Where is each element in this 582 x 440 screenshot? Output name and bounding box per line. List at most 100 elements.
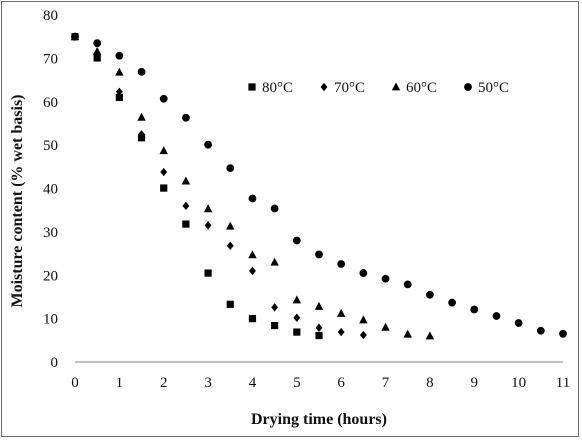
data-point-diamond: [115, 87, 123, 96]
data-point-circle: [536, 326, 545, 335]
x-tick-label: 0: [71, 375, 79, 391]
x-tick-label: 8: [426, 375, 434, 391]
data-point-circle: [137, 67, 146, 76]
series-circle: [71, 32, 567, 338]
data-point-triangle: [92, 46, 102, 55]
x-tick-label: 2: [160, 375, 168, 391]
data-point-circle: [470, 305, 479, 314]
data-point-circle: [226, 164, 235, 173]
data-points: [70, 32, 567, 340]
data-point-diamond: [359, 330, 367, 340]
data-point-diamond: [337, 327, 345, 337]
data-point-circle: [115, 51, 124, 60]
data-point-circle: [492, 312, 501, 320]
x-tick-label: 11: [556, 375, 570, 391]
data-point-diamond: [271, 303, 279, 312]
x-tick-labels: 0 1 2 3 4 5 6 7 8 9 10 11: [71, 375, 570, 391]
x-axis-title: Drying time (hours): [251, 411, 387, 428]
data-point-triangle: [381, 322, 390, 331]
data-point-circle: [359, 269, 368, 277]
data-point-triangle: [403, 329, 412, 338]
data-point-diamond: [182, 201, 190, 211]
data-point-triangle: [203, 204, 213, 213]
data-point-square: [271, 321, 279, 330]
data-point-circle: [426, 290, 434, 299]
legend-entry: 50°C: [478, 80, 509, 96]
data-point-triangle: [336, 308, 346, 317]
data-point-circle: [270, 204, 279, 213]
data-point-diamond: [293, 313, 301, 322]
data-point-circle: [403, 280, 412, 289]
y-tick-label: 0: [51, 355, 59, 371]
legend-entry: 70°C: [334, 80, 365, 96]
y-tick-label: 20: [43, 268, 58, 284]
data-point-square: [315, 331, 323, 340]
legend-entry: 60°C: [406, 80, 437, 96]
data-point-diamond: [226, 241, 234, 250]
data-point-circle: [159, 94, 168, 103]
x-tick-label: 7: [382, 375, 390, 391]
x-tick-label: 5: [293, 375, 301, 391]
y-tick-label: 50: [43, 138, 58, 154]
data-point-triangle: [248, 250, 257, 259]
data-point-circle: [514, 319, 523, 327]
legend-marker-diamond: [320, 82, 328, 92]
series-square: [71, 33, 323, 340]
data-point-triangle: [137, 112, 146, 121]
y-tick-label: 80: [43, 8, 58, 24]
legend-marker-triangle: [391, 82, 401, 91]
x-tick-label: 1: [116, 375, 124, 391]
data-point-triangle: [359, 315, 368, 324]
data-point-square: [160, 184, 168, 192]
x-tick-label: 9: [471, 375, 479, 391]
data-point-triangle: [226, 221, 235, 230]
y-axis-title: Moisture content (% wet basis): [9, 94, 26, 307]
data-point-diamond: [93, 51, 101, 60]
data-point-circle: [337, 260, 346, 268]
data-point-square: [115, 93, 123, 102]
legend: 80°C 70°C 60°C 50°C: [248, 80, 509, 96]
y-tick-label: 70: [43, 51, 58, 67]
data-point-circle: [71, 32, 79, 41]
data-point-square: [293, 328, 301, 336]
legend-marker-circle: [464, 83, 472, 91]
y-tick-label: 40: [43, 182, 58, 198]
data-point-triangle: [270, 257, 279, 266]
data-point-square: [182, 220, 190, 228]
data-point-circle: [315, 250, 323, 259]
data-point-circle: [381, 274, 390, 283]
y-tick-label: 60: [43, 95, 58, 111]
data-point-square: [248, 315, 257, 323]
x-tick-label: 3: [204, 375, 212, 391]
data-point-triangle: [159, 146, 168, 155]
data-point-circle: [93, 39, 102, 48]
data-point-circle: [182, 113, 190, 122]
data-point-diamond: [249, 266, 256, 276]
data-point-triangle: [181, 176, 191, 185]
series-triangle: [70, 32, 435, 340]
y-tick-label: 30: [43, 225, 58, 241]
data-point-circle: [559, 329, 567, 338]
data-point-circle: [448, 298, 456, 307]
legend-entry: 80°C: [262, 80, 293, 96]
data-point-circle: [204, 140, 212, 149]
x-tick-label: 4: [249, 375, 257, 391]
data-point-square: [226, 300, 234, 308]
series-diamond: [71, 32, 367, 340]
data-point-triangle: [314, 301, 324, 310]
data-point-triangle: [425, 331, 435, 340]
data-point-diamond: [204, 221, 212, 230]
x-tick-label: 10: [511, 375, 526, 391]
y-tick-label: 10: [43, 312, 58, 328]
y-tick-labels: 0 10 20 30 40 50 60 70 80: [43, 8, 58, 371]
data-point-square: [204, 269, 212, 277]
data-point-diamond: [160, 167, 168, 177]
x-tick-label: 6: [337, 375, 345, 391]
legend-marker-square: [248, 83, 256, 91]
data-point-triangle: [115, 67, 124, 76]
data-point-triangle: [292, 295, 302, 304]
data-point-circle: [248, 194, 257, 203]
data-point-circle: [292, 236, 301, 245]
